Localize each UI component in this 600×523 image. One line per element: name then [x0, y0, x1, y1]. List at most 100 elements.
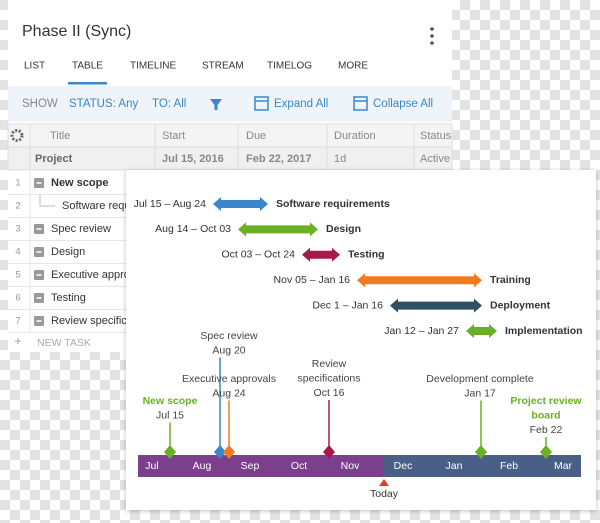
milestone-date: Aug 20 [212, 344, 245, 356]
gantt-name: Implementation [505, 325, 583, 337]
milestone-title: Review [312, 358, 347, 370]
row-number: 6 [15, 293, 20, 304]
toolbar-expand[interactable]: Expand All [274, 98, 328, 110]
milestone-marker [214, 445, 226, 459]
column-header[interactable]: Due [246, 130, 266, 142]
milestone-marker [223, 445, 235, 459]
today-label: Today [370, 488, 399, 500]
gantt-dates: Dec 1 – Jan 16 [312, 299, 383, 311]
project-cell: 1d [334, 153, 346, 165]
timeline-future [384, 455, 581, 477]
month-label: Feb [500, 460, 518, 472]
month-label: Jul [145, 460, 158, 472]
row-title[interactable]: Spec review [51, 223, 111, 235]
collapse-icon [353, 96, 368, 111]
gantt-dates: Jan 12 – Jan 27 [384, 325, 459, 337]
row-number: 2 [15, 201, 20, 212]
gantt-name: Testing [348, 249, 385, 261]
project-cell: Project [35, 153, 73, 165]
milestone-marker [540, 445, 552, 459]
active-tab-underline [68, 82, 107, 85]
milestone-date: Feb 22 [530, 424, 563, 436]
menu-button[interactable] [430, 27, 434, 45]
gantt-name: Software requirements [276, 198, 390, 210]
milestone-title: Spec review [200, 330, 258, 342]
gantt-bar [302, 247, 340, 262]
milestone-marker [164, 445, 176, 459]
row-number: 7 [15, 316, 20, 327]
new-task[interactable]: NEW TASK [37, 337, 91, 349]
tab[interactable]: STREAM [202, 61, 244, 72]
milestone-marker [323, 445, 335, 459]
row-title[interactable]: Executive approvals [51, 269, 150, 281]
project-row [7, 146, 453, 171]
table-header [7, 123, 453, 148]
milestone-title: Executive approvals [182, 373, 276, 385]
tab[interactable]: MORE [338, 61, 368, 72]
milestone-marker [475, 445, 487, 459]
toolbar-show: SHOW [22, 98, 58, 110]
gantt-bar [390, 298, 482, 313]
gantt-dates: Jul 15 – Aug 24 [134, 198, 207, 210]
row-title[interactable]: Design [51, 246, 85, 258]
tab[interactable]: TIMELOG [267, 61, 312, 72]
milestone-date: Jul 15 [156, 409, 184, 421]
column-header[interactable]: Start [162, 130, 185, 142]
filter-icon[interactable] [210, 99, 222, 110]
milestone-title: New scope [143, 395, 198, 407]
month-label: Mar [554, 460, 573, 472]
month-label: Dec [394, 460, 413, 472]
toolbar-status[interactable]: STATUS: Any [69, 98, 138, 110]
gantt-dates: Aug 14 – Oct 03 [155, 223, 231, 235]
gantt-name: Design [326, 223, 361, 235]
month-label: Jan [446, 460, 463, 472]
gantt-name: Deployment [490, 299, 551, 311]
tab[interactable]: TABLE [72, 61, 103, 72]
column-header[interactable]: Duration [334, 130, 376, 142]
gantt-bar [357, 273, 482, 288]
toolbar-collapse[interactable]: Collapse All [373, 98, 433, 110]
month-label: Nov [341, 460, 360, 472]
milestone-date: Jan 17 [464, 387, 496, 399]
timeline-card [126, 170, 596, 510]
column-header[interactable]: Status [420, 130, 452, 142]
month-label: Oct [291, 460, 307, 472]
settings-icon[interactable] [10, 129, 24, 142]
row-number: 4 [15, 247, 20, 258]
gantt-dates: Oct 03 – Oct 24 [221, 249, 295, 261]
tab[interactable]: LIST [24, 61, 45, 72]
milestone-title: board [531, 409, 560, 421]
tree-line [39, 195, 55, 207]
gantt-bar [466, 324, 497, 338]
row-number: 1 [15, 178, 20, 189]
toolbar-to[interactable]: TO: All [152, 98, 186, 110]
tab[interactable]: TIMELINE [130, 61, 176, 72]
milestone-date: Oct 16 [314, 387, 345, 399]
project-cell: Jul 15, 2016 [162, 153, 224, 165]
new-task-plus[interactable]: + [14, 334, 21, 348]
today-marker [379, 479, 389, 486]
milestone-title: Development complete [426, 373, 534, 385]
row-number: 3 [15, 224, 20, 235]
project-cell: Active [420, 153, 450, 165]
toolbar [8, 86, 452, 122]
milestone-title: Project review [510, 395, 582, 407]
column-header[interactable]: Title [50, 130, 70, 142]
gantt-dates: Nov 05 – Jan 16 [274, 274, 351, 286]
milestone-title: specifications [297, 372, 360, 384]
gantt-bar [213, 197, 268, 211]
timeline-panel: Jul 15 – Aug 24 Software requirements Aug … [126, 170, 596, 510]
panel-title: Phase II (Sync) [22, 23, 131, 40]
project-cell: Feb 22, 2017 [246, 153, 311, 165]
row-number: 5 [15, 270, 20, 281]
expand-icon [254, 96, 269, 111]
gantt-name: Training [490, 274, 531, 286]
gantt-bar [238, 222, 318, 237]
milestone-date: Aug 24 [212, 387, 245, 399]
row-title[interactable]: New scope [51, 177, 108, 189]
month-label: Aug [193, 460, 212, 472]
row-title[interactable]: Testing [51, 292, 86, 304]
timeline-past [138, 455, 384, 477]
